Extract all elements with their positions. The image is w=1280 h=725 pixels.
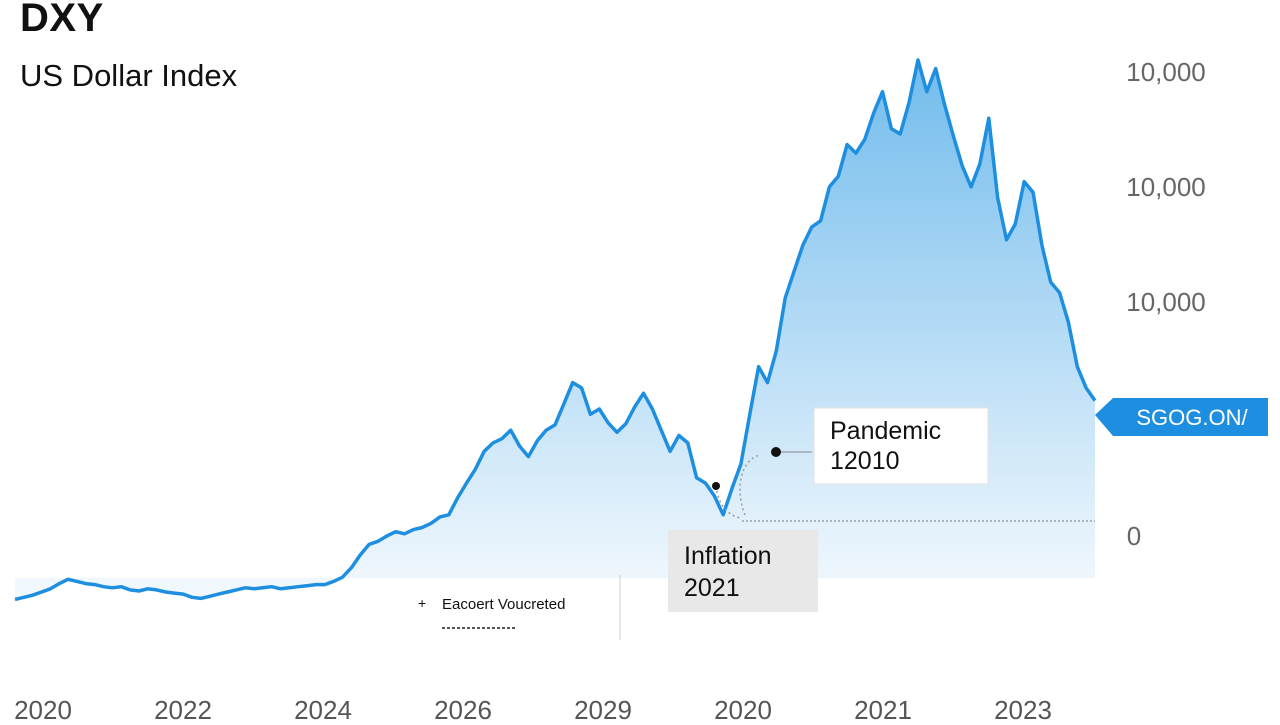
y-tick-label: 10,000 [1126,287,1206,317]
current-value-tag: SGOG.ON/ [1095,398,1268,436]
annotation-pandemic-line2: 12010 [830,447,900,475]
x-tick-label: 2026 [434,695,492,720]
y-tick-label: 0 [1127,521,1141,551]
annotation-pandemic: Pandemic 12010 [739,407,989,516]
x-tick-label: 2022 [154,695,212,720]
chart-ticker: DXY [20,0,104,40]
y-tick-label: 10,000 [1126,172,1206,202]
annotation-inflation: Inflation 2021 [668,482,818,612]
annotation-pandemic-dot [771,447,781,457]
annotation-inflation-dot [712,482,720,490]
series-area [15,60,1095,600]
y-tick-label: 10,000 [1126,57,1206,87]
x-tick-label: 2020 [714,695,772,720]
footnote: + Eacoert Voucreted [415,575,621,640]
chart-subtitle: US Dollar Index [20,58,238,93]
x-tick-label: 2023 [994,695,1052,720]
x-tick-label: 2029 [574,695,632,720]
annotation-inflation-line1: Inflation [684,542,772,570]
x-tick-label: 2020 [14,695,72,720]
annotation-inflation-line2: 2021 [684,574,740,602]
annotation-inflation-box [668,530,818,612]
x-tick-label: 2021 [854,695,912,720]
svg-text:+: + [418,595,426,611]
x-tick-label: 2024 [294,695,352,720]
annotation-pandemic-box [813,407,989,485]
current-value-label: SGOG.ON/ [1136,405,1248,430]
footnote-text: Eacoert Voucreted [442,596,565,613]
annotation-pandemic-line1: Pandemic [830,417,941,445]
series-line [14,58,1097,602]
